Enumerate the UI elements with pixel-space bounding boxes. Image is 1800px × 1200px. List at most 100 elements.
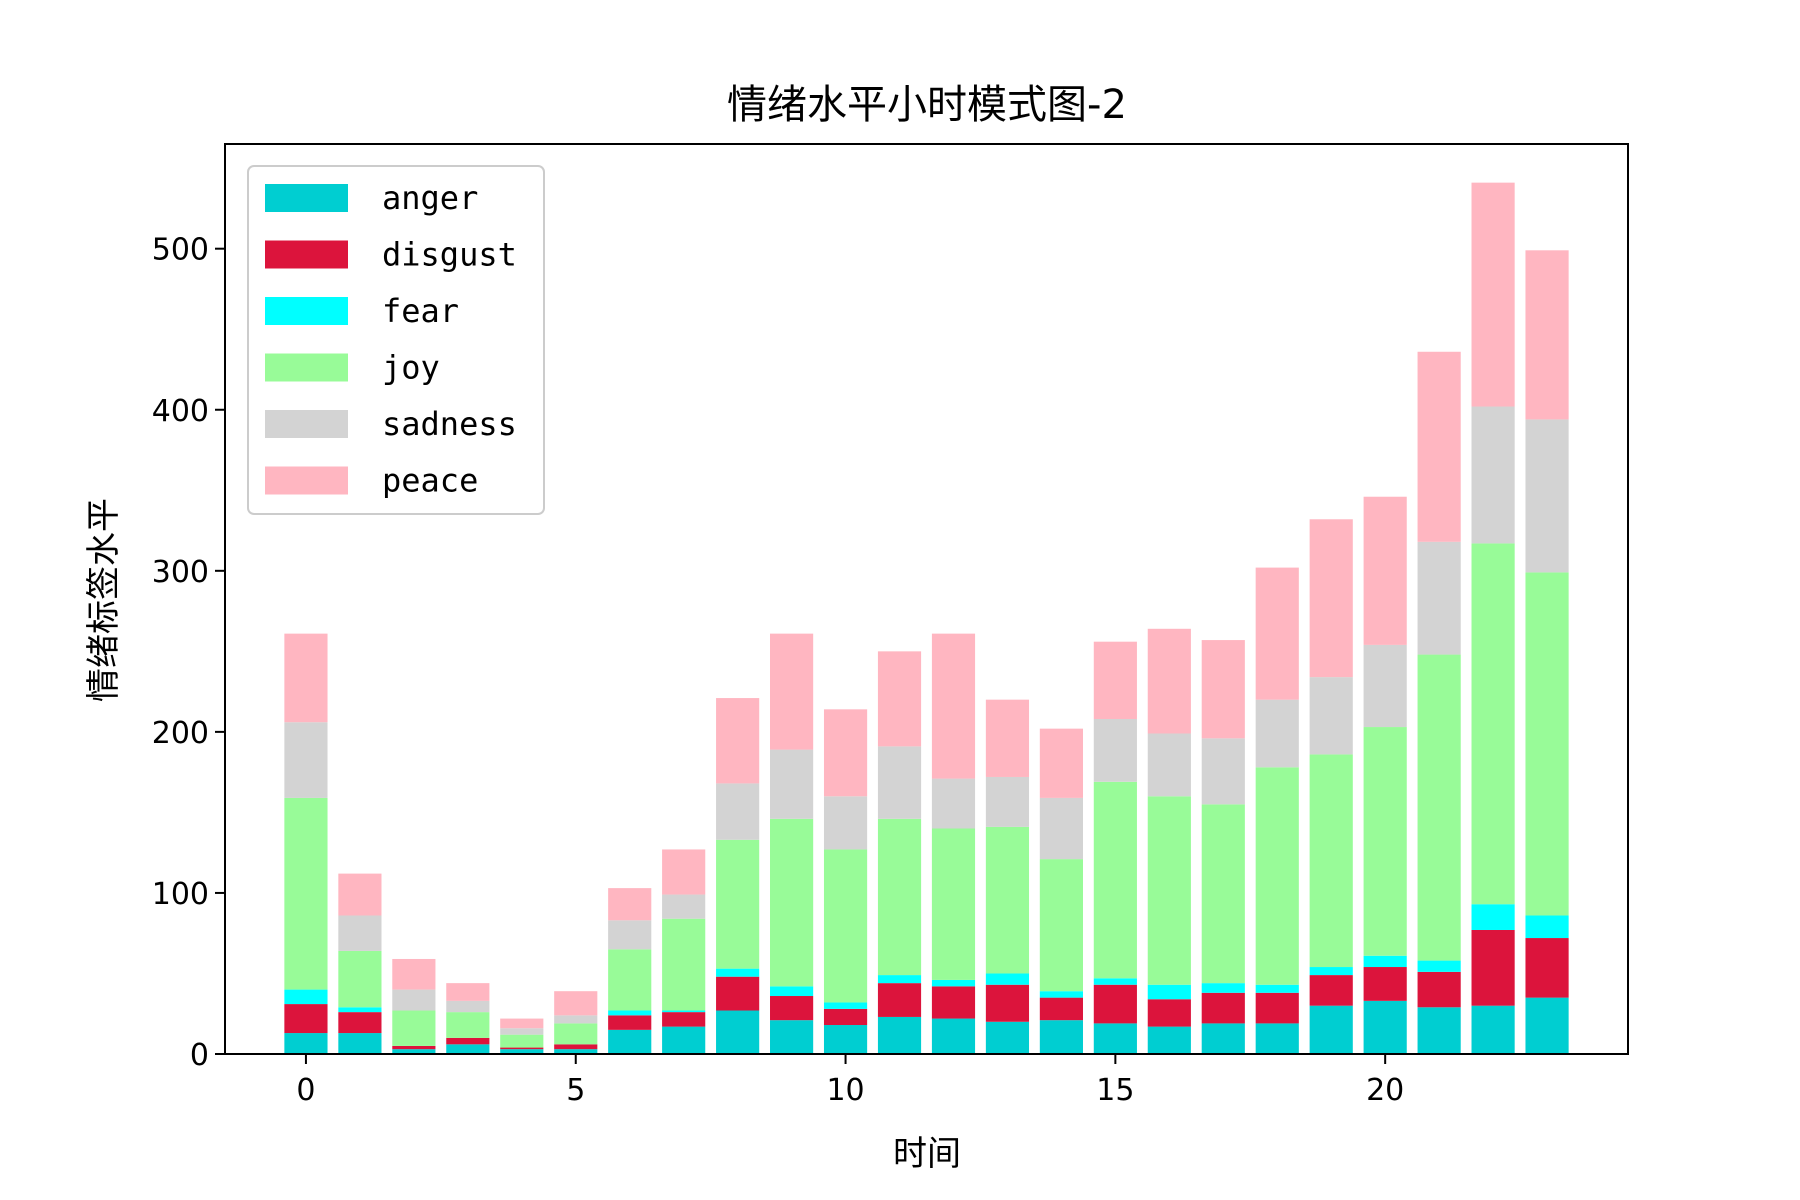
- bar-joy-18: [1255, 767, 1299, 985]
- bar-disgust-19: [1309, 975, 1353, 1006]
- bar-sadness-22: [1471, 406, 1515, 544]
- legend-label-disgust: disgust: [382, 236, 517, 274]
- bar-sadness-8: [716, 783, 760, 840]
- bar-fear-14: [1039, 991, 1083, 998]
- bar-disgust-21: [1417, 971, 1461, 1008]
- bar-sadness-0: [284, 722, 328, 798]
- bar-sadness-23: [1525, 419, 1569, 573]
- bar-disgust-15: [1093, 984, 1137, 1024]
- bar-anger-9: [770, 1020, 814, 1054]
- bar-anger-12: [931, 1018, 976, 1054]
- legend-swatch-sadness: [265, 410, 348, 438]
- bar-disgust-10: [823, 1008, 868, 1026]
- bar-disgust-13: [985, 984, 1030, 1022]
- legend-swatch-disgust: [265, 240, 348, 269]
- bar-joy-12: [931, 828, 976, 980]
- bar-anger-23: [1525, 997, 1569, 1054]
- bar-sadness-3: [446, 1000, 490, 1013]
- bar-fear-1: [338, 1007, 382, 1013]
- bar-disgust-14: [1039, 997, 1083, 1021]
- bar-joy-22: [1471, 543, 1515, 905]
- bar-joy-14: [1039, 859, 1083, 992]
- legend-label-joy: joy: [382, 349, 440, 387]
- bar-disgust-22: [1471, 929, 1515, 1006]
- bar-anger-21: [1417, 1007, 1461, 1054]
- bar-joy-5: [554, 1023, 598, 1045]
- legend-label-peace: peace: [382, 462, 478, 500]
- bar-anger-10: [823, 1025, 868, 1054]
- bars-layer: [284, 182, 1569, 1054]
- legend-swatch-joy: [265, 353, 348, 382]
- bar-peace-1: [338, 873, 382, 916]
- legend-label-anger: anger: [382, 179, 478, 217]
- legend-swatch-fear: [265, 297, 348, 325]
- bar-fear-8: [716, 968, 760, 977]
- bar-disgust-7: [662, 1012, 706, 1027]
- bar-joy-23: [1525, 572, 1569, 916]
- legend-label-sadness: sadness: [382, 405, 517, 443]
- bar-sadness-18: [1255, 699, 1299, 768]
- bar-peace-23: [1525, 250, 1569, 420]
- bar-disgust-1: [338, 1012, 382, 1034]
- bar-fear-9: [770, 986, 814, 997]
- x-tick-label-15: 15: [1096, 1073, 1134, 1108]
- bar-peace-2: [392, 958, 436, 990]
- x-axis-ticks: 0 5 10 15 20: [296, 1054, 1404, 1108]
- bar-fear-13: [985, 973, 1030, 985]
- bar-fear-0: [284, 989, 328, 1005]
- x-tick-label-5: 5: [566, 1073, 585, 1108]
- bar-sadness-6: [608, 920, 652, 950]
- bar-joy-4: [500, 1034, 544, 1048]
- bar-sadness-20: [1363, 644, 1407, 728]
- bar-joy-17: [1201, 804, 1245, 984]
- bar-disgust-8: [716, 976, 760, 1011]
- bar-joy-10: [823, 849, 868, 1003]
- bar-disgust-2: [392, 1045, 436, 1050]
- bar-disgust-18: [1255, 992, 1299, 1024]
- bar-sadness-2: [392, 989, 436, 1011]
- bar-peace-21: [1417, 351, 1461, 542]
- bar-anger-4: [500, 1049, 544, 1054]
- bar-joy-19: [1309, 754, 1353, 968]
- bar-fear-7: [662, 1010, 706, 1013]
- bar-anger-11: [877, 1016, 922, 1054]
- bar-sadness-21: [1417, 541, 1461, 655]
- legend: anger disgust fear joy sadness peace: [247, 165, 545, 515]
- bar-anger-13: [985, 1021, 1030, 1054]
- bar-anger-5: [554, 1049, 598, 1054]
- bar-sadness-9: [770, 749, 814, 819]
- bar-peace-6: [608, 888, 652, 921]
- bar-disgust-5: [554, 1044, 598, 1050]
- bar-sadness-13: [985, 776, 1030, 827]
- bar-anger-19: [1309, 1005, 1353, 1054]
- bar-anger-14: [1039, 1020, 1083, 1054]
- bar-peace-5: [554, 991, 598, 1016]
- bar-fear-11: [877, 975, 922, 984]
- bar-peace-15: [1093, 641, 1137, 719]
- bar-anger-16: [1147, 1026, 1191, 1054]
- bar-sadness-19: [1309, 677, 1353, 755]
- bar-anger-6: [608, 1029, 652, 1054]
- legend-swatch-peace: [265, 466, 348, 495]
- y-axis-ticks: 0 100 200 300 400 500: [152, 233, 225, 1073]
- plot-frame: [224, 143, 1629, 1055]
- y-tick-label-500: 500: [152, 233, 209, 268]
- bar-peace-13: [985, 699, 1030, 777]
- bar-sadness-7: [662, 894, 706, 919]
- bar-sadness-14: [1039, 797, 1083, 860]
- y-axis-label: 情绪标签水平: [84, 498, 124, 702]
- legend-label-fear: fear: [382, 292, 459, 330]
- bar-sadness-5: [554, 1015, 598, 1024]
- bar-joy-16: [1147, 796, 1191, 985]
- bar-fear-18: [1255, 984, 1299, 993]
- x-tick-label-10: 10: [826, 1073, 864, 1108]
- bar-anger-17: [1201, 1023, 1245, 1054]
- legend-swatch-anger: [265, 184, 348, 212]
- bar-peace-18: [1255, 567, 1299, 700]
- bar-fear-17: [1201, 983, 1245, 993]
- bar-anger-1: [338, 1033, 382, 1054]
- bar-disgust-20: [1363, 967, 1407, 1001]
- bar-peace-8: [716, 698, 760, 784]
- bar-anger-3: [446, 1044, 490, 1054]
